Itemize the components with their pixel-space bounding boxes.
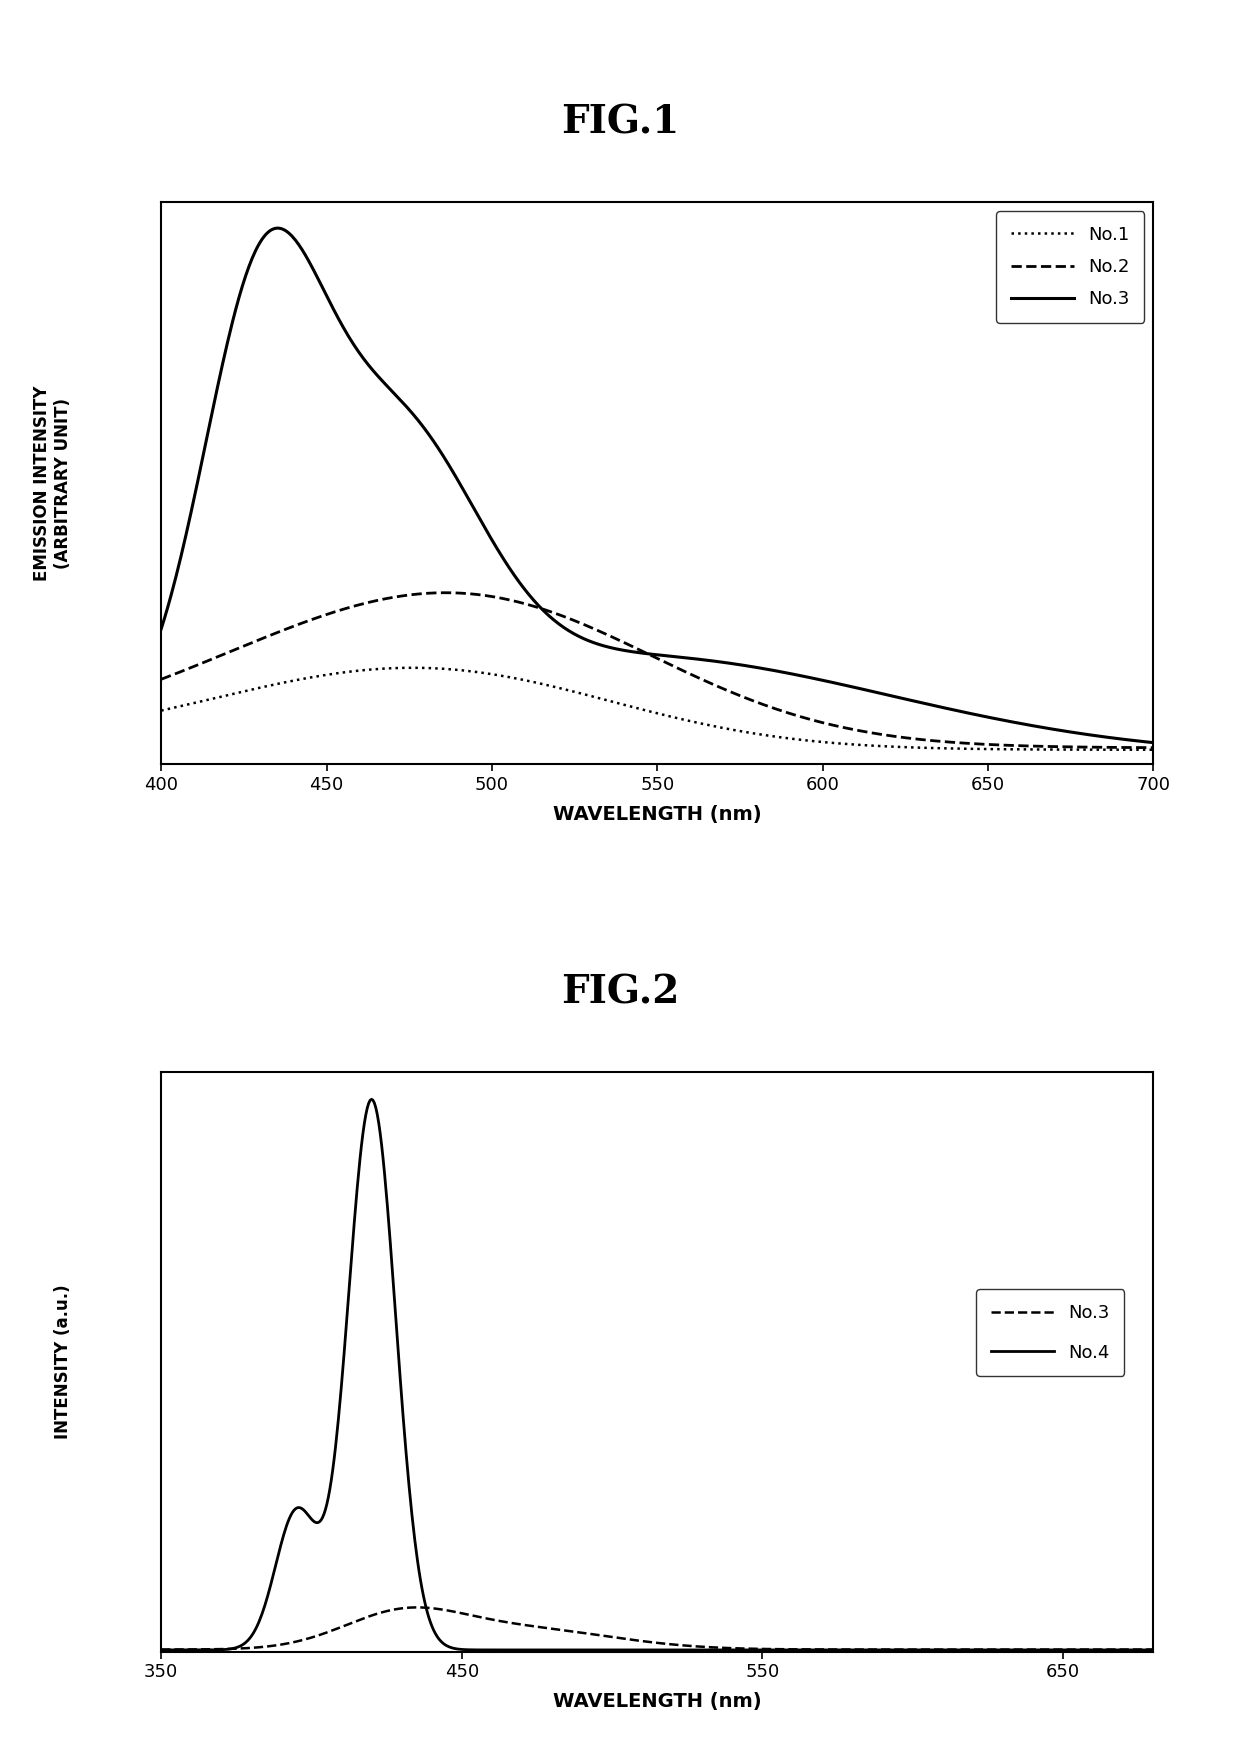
Legend: No.1, No.2, No.3: No.1, No.2, No.3 <box>996 211 1145 323</box>
No.3 <box>903 689 918 710</box>
No.1 <box>740 722 755 743</box>
No.4 <box>588 1639 603 1660</box>
No.1 <box>818 731 833 752</box>
Line: No.3: No.3 <box>161 1608 1168 1650</box>
Line: No.1: No.1 <box>161 668 1153 750</box>
No.4 <box>818 1639 833 1660</box>
No.3 <box>604 638 619 659</box>
No.3 <box>816 1639 831 1660</box>
No.4 <box>940 1639 955 1660</box>
No.4 <box>1161 1639 1176 1660</box>
No.3 <box>154 618 169 640</box>
No.2 <box>903 727 918 748</box>
Text: FIG.1: FIG.1 <box>560 104 680 142</box>
No.1 <box>405 657 420 678</box>
Legend: No.3, No.4: No.3, No.4 <box>976 1290 1125 1376</box>
No.4 <box>365 1089 379 1110</box>
No.4 <box>439 1636 454 1657</box>
No.1 <box>410 657 425 678</box>
No.4 <box>402 1474 417 1495</box>
No.2 <box>154 669 169 691</box>
No.3 <box>269 218 284 239</box>
No.4 <box>1064 1639 1079 1660</box>
No.3 <box>331 307 346 329</box>
No.3 <box>740 655 755 676</box>
No.1 <box>1146 740 1161 761</box>
Line: No.2: No.2 <box>161 592 1153 748</box>
Line: No.4: No.4 <box>161 1100 1168 1650</box>
No.3 <box>1161 1639 1176 1660</box>
No.3 <box>401 1597 415 1618</box>
Text: FIG.2: FIG.2 <box>560 973 680 1012</box>
No.4 <box>154 1639 169 1660</box>
No.2 <box>1146 738 1161 759</box>
No.3 <box>1063 1639 1078 1660</box>
No.3 <box>939 1639 954 1660</box>
No.4 <box>474 1639 489 1660</box>
No.1 <box>330 662 345 683</box>
No.1 <box>604 691 619 712</box>
No.2 <box>439 582 454 603</box>
No.2 <box>330 601 345 622</box>
No.3 <box>818 671 833 692</box>
X-axis label: WAVELENGTH (nm): WAVELENGTH (nm) <box>553 1692 761 1711</box>
Y-axis label: EMISSION INTENSITY
(ARBITRARY UNIT): EMISSION INTENSITY (ARBITRARY UNIT) <box>33 385 72 582</box>
No.3 <box>154 1639 169 1660</box>
No.3 <box>439 1599 454 1620</box>
No.1 <box>154 699 169 720</box>
X-axis label: WAVELENGTH (nm): WAVELENGTH (nm) <box>553 805 761 824</box>
No.1 <box>903 736 918 757</box>
No.2 <box>604 625 619 647</box>
No.3 <box>410 409 425 430</box>
No.2 <box>740 689 755 710</box>
No.2 <box>409 583 424 604</box>
Line: No.3: No.3 <box>161 228 1153 743</box>
No.3 <box>474 1608 489 1629</box>
No.3 <box>1146 733 1161 754</box>
No.3 <box>410 1597 425 1618</box>
No.2 <box>818 713 833 734</box>
Y-axis label: INTENSITY (a.u.): INTENSITY (a.u.) <box>53 1284 72 1439</box>
